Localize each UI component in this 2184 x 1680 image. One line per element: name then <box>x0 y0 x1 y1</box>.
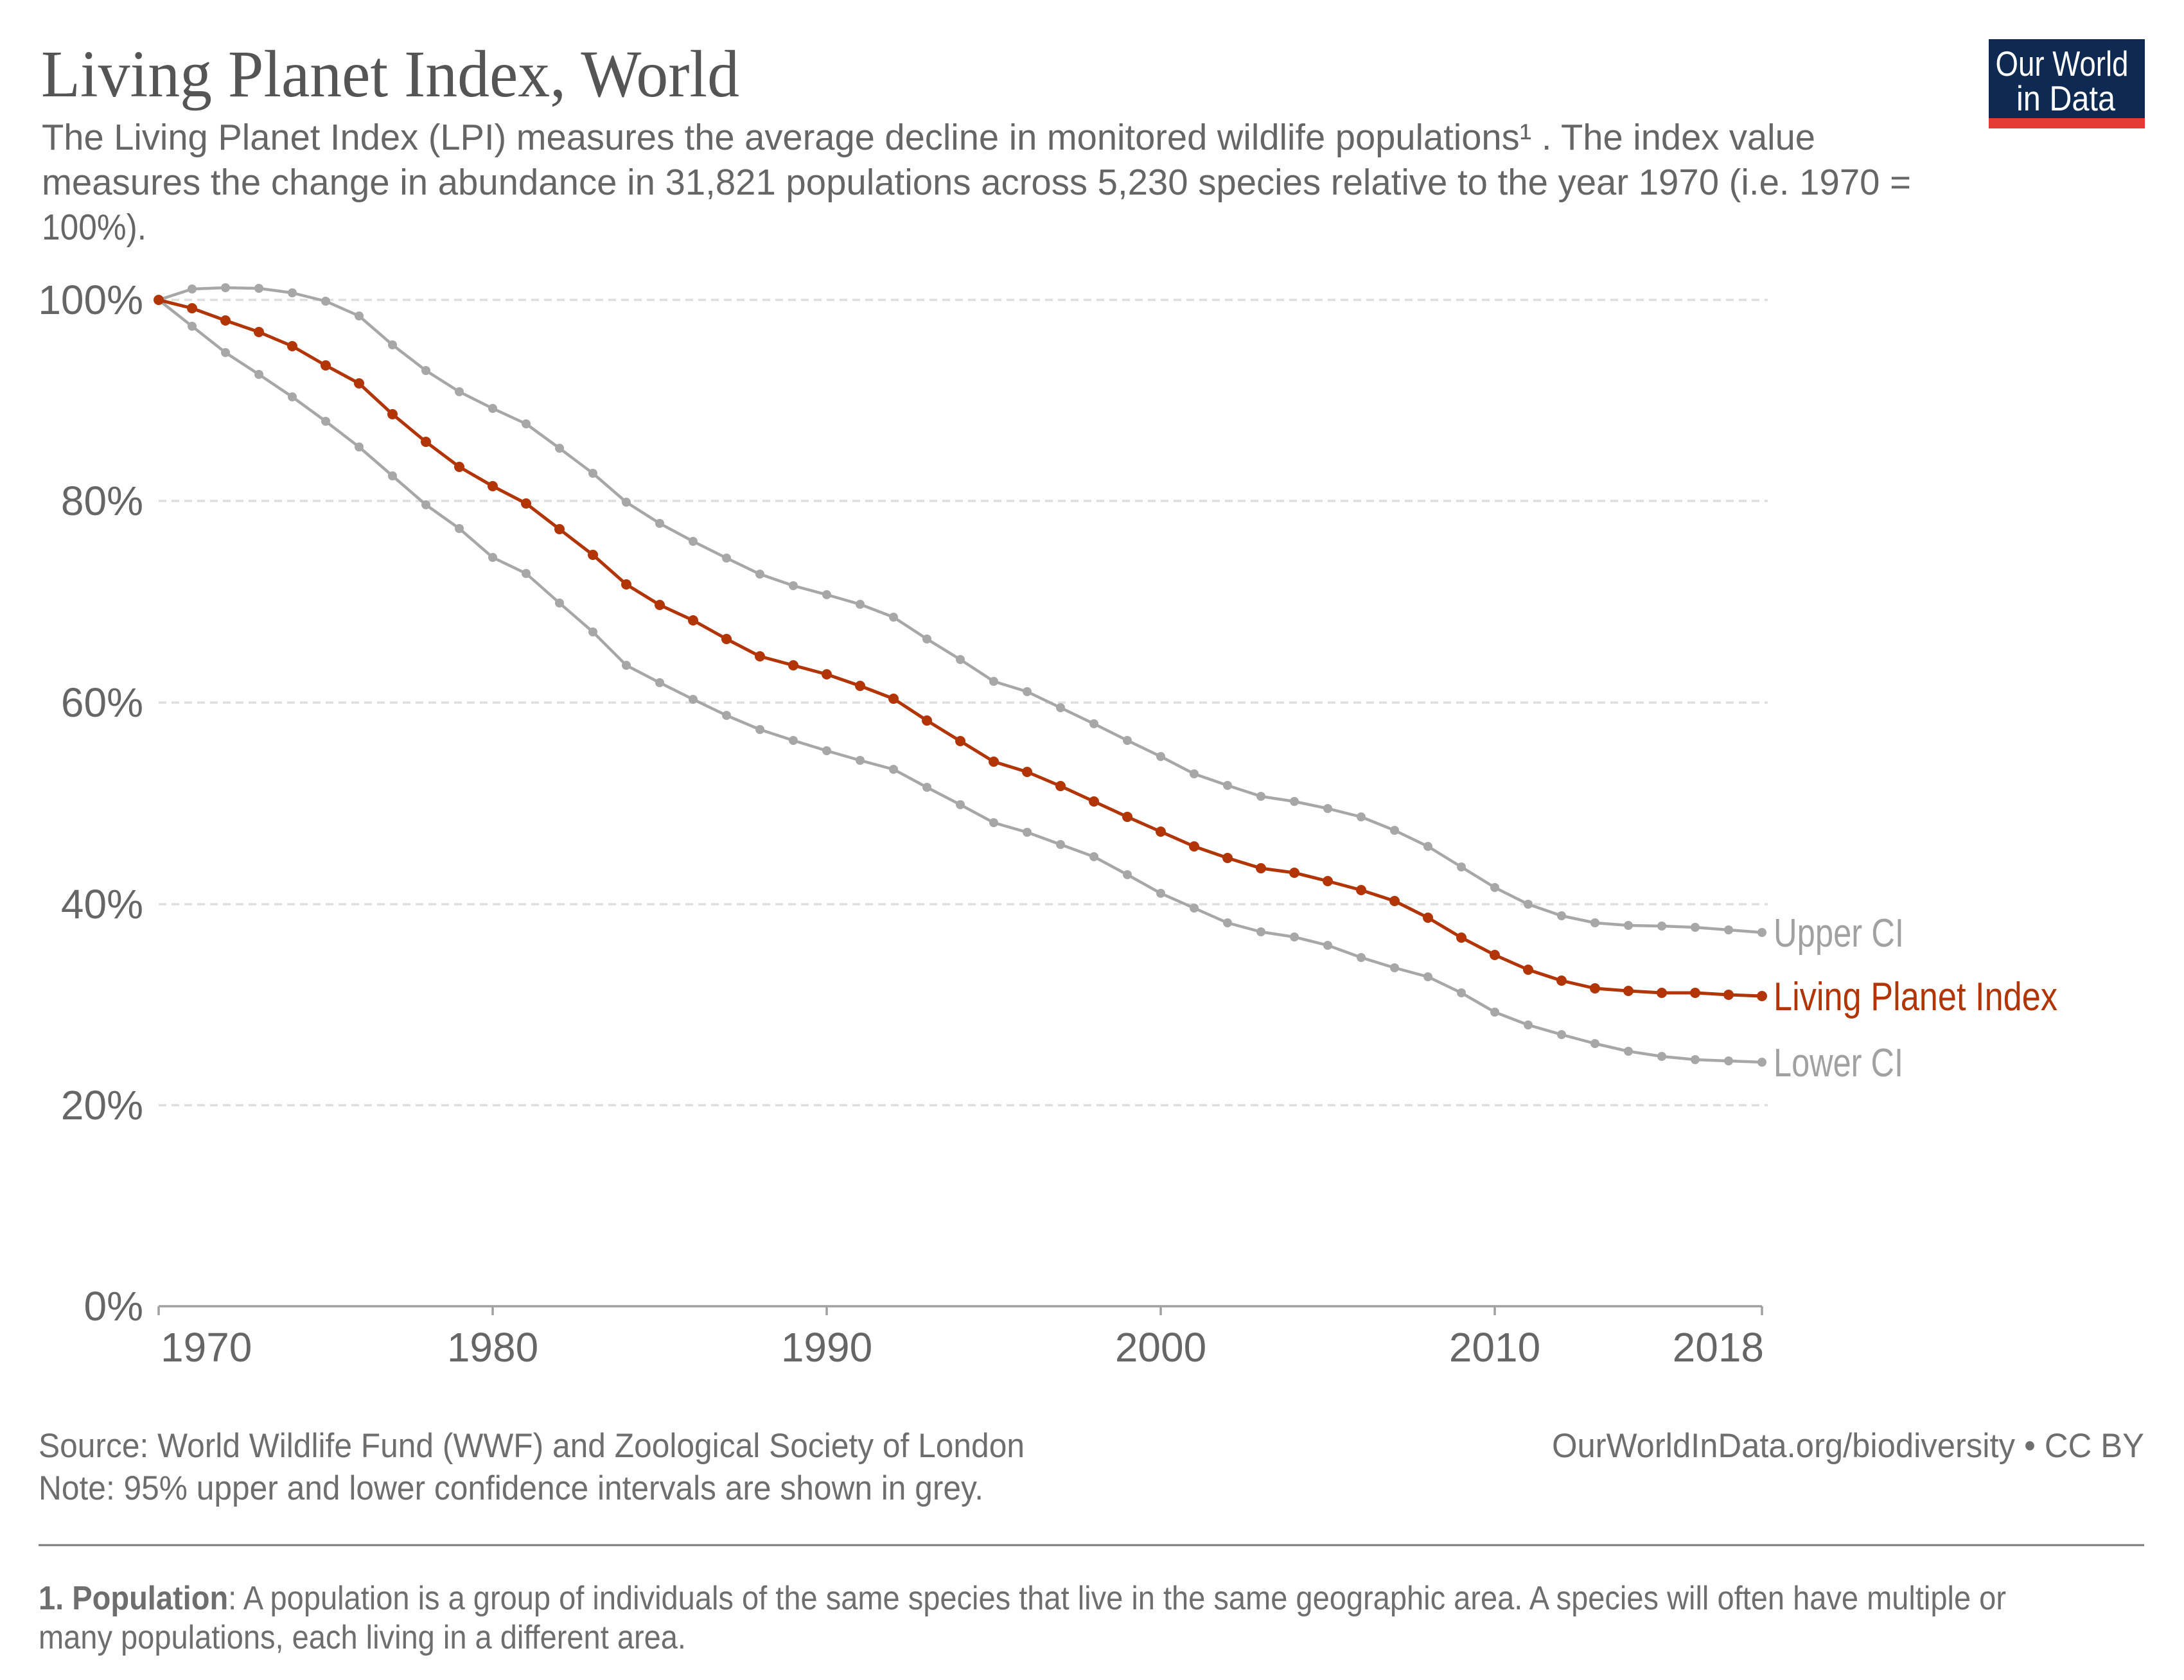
svg-text:Source: World Wildlife Fund (W: Source: World Wildlife Fund (WWF) and Zo… <box>39 1427 1025 1465</box>
svg-text:in Data: in Data <box>2016 78 2115 118</box>
svg-text:measures the change in abundan: measures the change in abundance in 31,8… <box>42 162 1911 203</box>
svg-text:Living Planet Index: Living Planet Index <box>1774 975 2057 1019</box>
svg-text:The Living Planet Index (LPI): The Living Planet Index (LPI) measures t… <box>42 117 1815 158</box>
svg-text:Lower CI: Lower CI <box>1774 1041 1903 1085</box>
svg-text:20%: 20% <box>61 1082 143 1128</box>
svg-text:60%: 60% <box>61 679 143 726</box>
svg-text:80%: 80% <box>61 478 143 524</box>
svg-text:100%).: 100%). <box>42 207 146 248</box>
svg-text:OurWorldInData.org/biodiversit: OurWorldInData.org/biodiversity • CC BY <box>1552 1427 2144 1465</box>
svg-text:1980: 1980 <box>447 1324 538 1370</box>
svg-text:100%: 100% <box>38 277 143 323</box>
svg-text:Upper CI: Upper CI <box>1774 911 1904 956</box>
svg-text:2010: 2010 <box>1449 1324 1540 1370</box>
svg-text:2000: 2000 <box>1115 1324 1206 1370</box>
svg-text:many populations, each living: many populations, each living in a diffe… <box>39 1619 686 1656</box>
svg-text:0%: 0% <box>84 1283 144 1329</box>
svg-text:1. Population: A population is: 1. Population: A population is a group o… <box>39 1580 2006 1617</box>
svg-text:Living Planet Index, World: Living Planet Index, World <box>41 37 739 111</box>
svg-text:40%: 40% <box>61 881 143 927</box>
svg-text:2018: 2018 <box>1673 1324 1764 1370</box>
svg-text:Our World: Our World <box>1996 44 2129 83</box>
svg-text:1970: 1970 <box>161 1324 252 1370</box>
svg-text:Note: 95% upper and lower conf: Note: 95% upper and lower confidence int… <box>39 1469 983 1507</box>
svg-text:1990: 1990 <box>781 1324 872 1370</box>
